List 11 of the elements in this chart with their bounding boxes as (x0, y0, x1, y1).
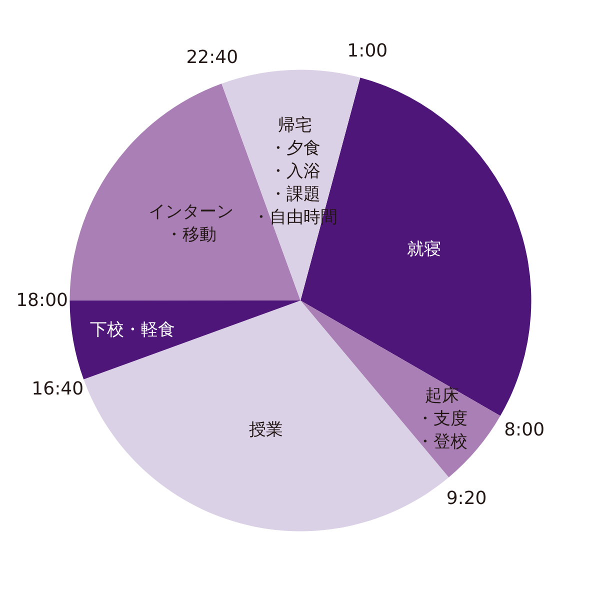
slice-label: 起床・支度・登校 (416, 386, 468, 452)
text: 18:00 (16, 290, 68, 311)
text: 9:20 (446, 488, 487, 510)
text: 1:00 (347, 40, 388, 62)
slice-label: 下校・軽食 (90, 320, 175, 340)
slice-label: インターン・移動 (148, 202, 234, 246)
slice-label: 授業 (248, 420, 283, 440)
text: 22:40 (186, 47, 238, 68)
text: 8:00 (504, 419, 545, 440)
text: 16:40 (32, 378, 84, 400)
slice-label: 就寝 (407, 239, 442, 260)
